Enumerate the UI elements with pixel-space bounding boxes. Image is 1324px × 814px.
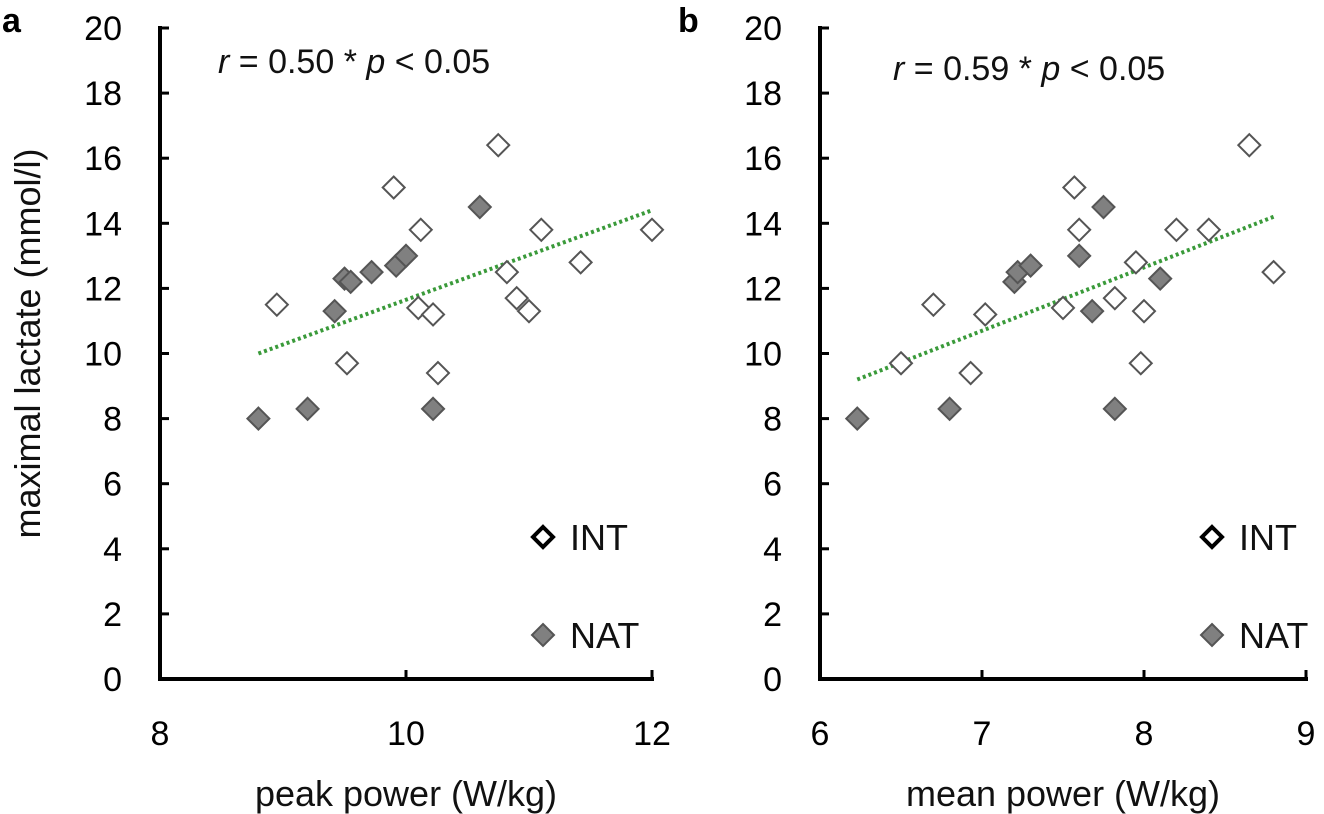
nat-point [1079,298,1105,324]
y-tick-label: 14 [84,205,122,243]
y-tick-label: 18 [744,75,782,113]
panel-b: b 0 2 4 6 8 10 12 14 16 18 20 6 7 8 9 mean power (W/kg) r… [678,2,1315,814]
int-point [1066,217,1092,243]
int-point [972,302,998,327]
nat-point [1066,243,1092,269]
int-point [334,350,360,376]
stat-annotation: r = 0.59 * p < 0.05 [893,50,1165,88]
nat-point [359,259,384,285]
y-axis-title: maximal lactate (mmol/l) [7,148,48,538]
int-point [264,292,290,318]
legend-nat-label: NAT [1239,615,1308,656]
int-point [1128,350,1154,376]
panel-a: a 0 2 4 6 8 10 12 14 16 18 20 8 10 12 peak power (W/kg)… [2,2,671,814]
x-tick-label: 8 [151,715,170,753]
y-tick-label: 14 [744,205,782,243]
y-tick-label: 16 [744,140,782,178]
legend-int-label: INT [1239,517,1297,558]
int-point [425,360,451,386]
nat-point [844,406,870,432]
panel-label-a: a [2,2,22,40]
stat-annotation: r = 0.50 * p < 0.05 [218,43,490,81]
y-tick-label: 16 [84,140,122,178]
y-tick-label: 6 [763,466,782,504]
int-point [1061,175,1087,200]
nat-point [245,406,271,432]
int-point [420,302,446,327]
x-axis-title: peak power (W/kg) [255,773,557,814]
nat-point [1018,253,1044,279]
y-tick-label: 10 [744,336,782,374]
int-point [1131,298,1157,324]
x-tick-label: 9 [1297,715,1316,753]
x-tick-label: 6 [811,715,830,753]
y-tick-label: 12 [744,270,782,308]
int-point [568,249,594,275]
nat-point [393,243,419,269]
int-point [381,175,407,200]
int-point [1236,132,1262,158]
y-tick-label: 20 [84,10,122,48]
int-point [1102,285,1128,311]
panel-label-b: b [678,2,699,40]
nat-point [1147,266,1173,292]
y-tick-label: 20 [744,10,782,48]
int-point [1261,259,1287,285]
nat-point [937,396,963,422]
int-point [528,217,554,243]
x-tick-label: 12 [633,715,671,753]
nat-point [295,396,321,422]
nat-point [467,194,493,220]
int-point [494,259,520,285]
y-tick-label: 8 [103,401,122,439]
nat-point [420,396,446,422]
trend-line [257,208,653,356]
int-point [958,360,984,386]
legend-nat-label: NAT [570,615,639,656]
y-tick-label: 0 [763,661,782,699]
int-point [1123,249,1149,275]
legend-int-label: INT [570,517,628,558]
int-point [1050,295,1076,321]
y-tick-label: 12 [84,270,122,308]
nat-point [1091,194,1116,220]
int-point [516,298,542,324]
legend-int-marker [1199,524,1225,550]
y-tick-label: 2 [763,596,782,634]
nat-point [338,269,364,295]
x-axis-title: mean power (W/kg) [906,773,1220,814]
int-point [1196,217,1222,243]
y-tick-label: 4 [763,531,782,569]
y-tick-label: 0 [103,661,122,699]
int-point [639,217,665,243]
x-tick-label: 10 [387,715,425,753]
legend-int-marker [530,524,556,550]
int-point [888,350,914,376]
y-tick-label: 18 [84,75,122,113]
legend-nat-marker [1199,622,1225,648]
int-point [485,132,511,158]
nat-point [1102,396,1128,422]
int-point [920,292,946,318]
x-tick-label: 8 [1135,715,1154,753]
y-tick-label: 8 [763,401,782,439]
y-tick-label: 10 [84,336,122,374]
int-point [408,217,434,243]
y-tick-label: 6 [103,466,122,504]
x-tick-label: 7 [973,715,992,753]
y-tick-label: 2 [103,596,122,634]
int-point [1163,217,1189,243]
y-tick-label: 4 [103,531,122,569]
int-point [504,285,530,311]
legend-nat-marker [530,622,556,648]
nat-point [322,298,348,324]
